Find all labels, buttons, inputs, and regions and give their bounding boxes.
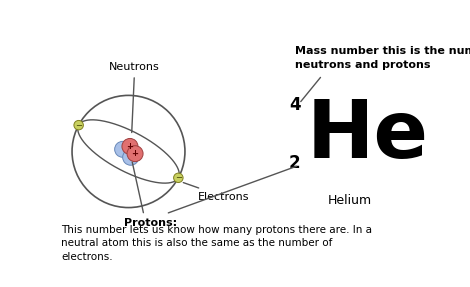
Circle shape: [123, 149, 139, 165]
Text: Protons:: Protons:: [124, 218, 177, 228]
Text: +: +: [126, 142, 133, 151]
Text: 4: 4: [289, 96, 300, 114]
Text: Electrons: Electrons: [183, 183, 249, 202]
Text: −: −: [75, 121, 82, 130]
Circle shape: [74, 121, 83, 130]
Circle shape: [115, 141, 131, 157]
Text: Neutrons: Neutrons: [110, 62, 160, 133]
Text: −: −: [175, 173, 182, 182]
Text: Mass number this is the number of: Mass number this is the number of: [295, 46, 470, 56]
Text: 2: 2: [289, 154, 300, 172]
Text: +: +: [132, 149, 139, 158]
Circle shape: [122, 138, 138, 154]
Text: neutrons and protons: neutrons and protons: [295, 60, 431, 70]
Text: neutral atom this is also the same as the number of: neutral atom this is also the same as th…: [61, 238, 332, 249]
Text: Helium: Helium: [327, 194, 371, 207]
Circle shape: [127, 146, 143, 162]
Text: He: He: [307, 97, 429, 175]
Circle shape: [173, 173, 183, 183]
Text: This number lets us know how many protons there are. In a: This number lets us know how many proton…: [61, 225, 372, 235]
Text: electrons.: electrons.: [61, 252, 113, 262]
